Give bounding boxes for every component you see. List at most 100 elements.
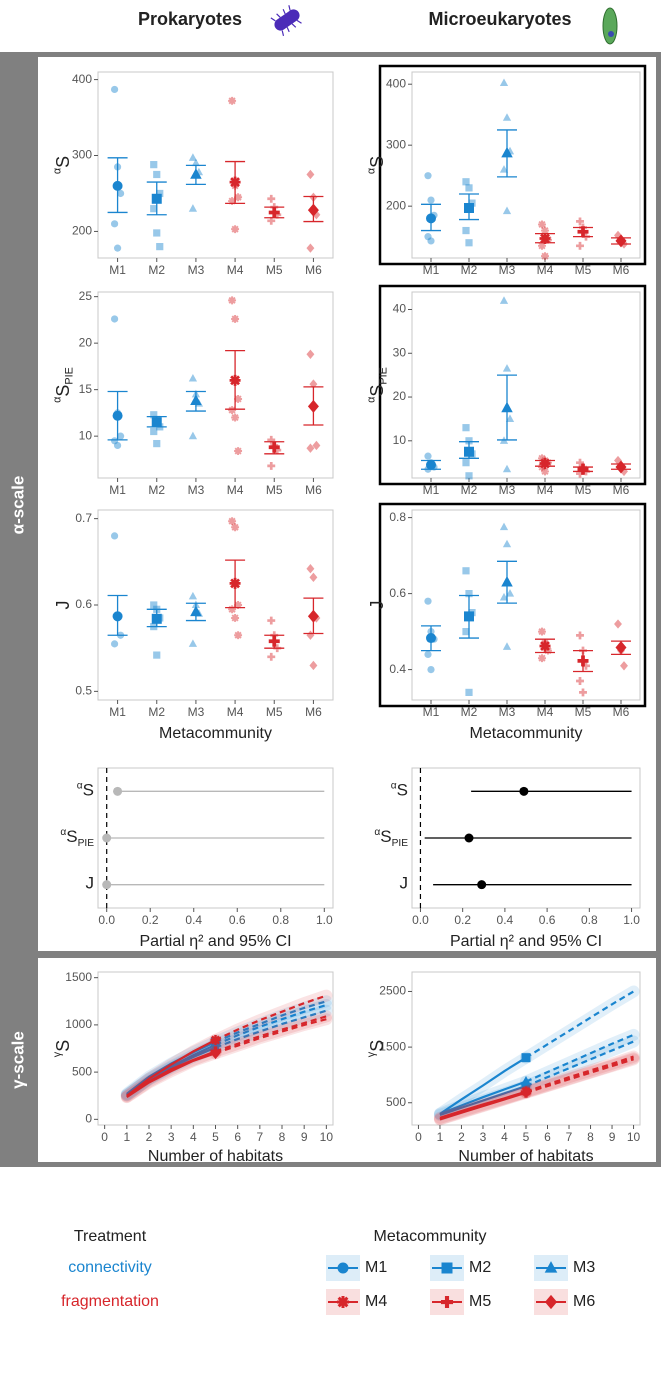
x-tick-label: M3	[499, 263, 516, 277]
legend-key-marker	[441, 1262, 453, 1274]
mean-marker	[426, 213, 436, 224]
x-tick-label: 5	[523, 1130, 530, 1144]
x-tick-label: 4	[190, 1130, 197, 1144]
data-point	[188, 153, 198, 161]
data-point	[465, 239, 473, 247]
data-point	[424, 650, 432, 659]
y-tick-label: 400	[72, 72, 92, 86]
x-tick-label: M1	[423, 705, 440, 719]
data-point	[228, 197, 237, 206]
data-point	[188, 431, 198, 440]
mean-marker	[151, 417, 162, 428]
data-point	[465, 472, 473, 480]
rarefaction-line	[439, 1056, 527, 1115]
y-tick-label: 0.5	[75, 684, 92, 698]
data-point	[156, 243, 164, 251]
data-point	[576, 217, 584, 226]
data-point	[231, 523, 240, 532]
data-point	[499, 165, 509, 173]
mean-marker	[615, 234, 627, 248]
label-sup: α	[391, 780, 397, 791]
data-point	[462, 178, 470, 186]
data-point	[228, 406, 237, 415]
legend-key-marker	[336, 1295, 350, 1309]
axis-label: αS	[391, 780, 408, 800]
x-tick-label: 1	[123, 1130, 130, 1144]
effect-point	[102, 880, 112, 890]
data-point	[228, 517, 237, 526]
mean-marker	[151, 193, 162, 204]
data-point	[502, 642, 512, 650]
x-tick-label: M6	[305, 483, 322, 497]
mean-marker	[151, 613, 162, 624]
data-point	[188, 591, 198, 600]
label-main: J	[86, 874, 95, 893]
x-tick-label: M3	[499, 483, 516, 497]
effect-point	[519, 786, 529, 796]
label-main: S	[53, 385, 73, 397]
data-point	[188, 373, 198, 382]
data-point	[424, 172, 432, 180]
data-point	[576, 631, 584, 640]
data-point	[188, 204, 198, 212]
data-point	[110, 532, 119, 540]
data-point	[576, 677, 584, 685]
data-point	[538, 627, 546, 636]
legend-key-marker	[544, 1261, 558, 1273]
mean-marker	[615, 460, 627, 474]
mean-marker	[426, 633, 436, 644]
label-main: S	[66, 827, 77, 846]
data-point	[427, 666, 435, 674]
x-tick-label: M2	[148, 483, 165, 497]
effect-point	[102, 833, 112, 843]
legend-key-marker	[544, 1294, 558, 1310]
x-tick-label: 4	[501, 1130, 508, 1144]
y-tick-label: 400	[386, 76, 406, 90]
data-point	[499, 592, 509, 601]
x-tick-label: 7	[256, 1130, 263, 1144]
data-point	[462, 459, 470, 467]
x-tick-label: 1.0	[623, 913, 640, 927]
data-point	[462, 226, 470, 235]
data-point	[541, 252, 549, 261]
data-point	[538, 220, 546, 229]
data-point	[153, 170, 161, 179]
section-label: γ-scale	[8, 1031, 27, 1089]
x-tick-label: M2	[461, 705, 478, 719]
y-tick-label: 0.6	[75, 597, 92, 611]
plot-border	[411, 509, 641, 701]
legend-label: M2	[469, 1259, 491, 1276]
axis-label: J	[86, 874, 95, 893]
mean-marker	[307, 609, 319, 623]
data-point	[502, 113, 512, 121]
data-point	[150, 205, 158, 213]
data-point	[502, 206, 512, 215]
data-point	[309, 572, 318, 583]
x-tick-label: M4	[537, 483, 554, 497]
data-point	[424, 233, 432, 241]
mean-marker	[229, 374, 241, 386]
x-axis-label: Number of habitats	[148, 1148, 283, 1165]
label-main: S	[367, 385, 387, 397]
data-point	[153, 229, 161, 237]
data-point	[113, 441, 122, 450]
x-axis-label: Partial η² and 95% CI	[450, 933, 602, 950]
data-point	[231, 315, 240, 323]
ribbon	[520, 1028, 640, 1088]
label-main: S	[53, 1040, 73, 1052]
mean-marker	[268, 441, 280, 453]
y-tick-label: 300	[386, 137, 406, 151]
x-tick-label: M2	[148, 705, 165, 719]
x-tick-label: 0.4	[497, 913, 514, 927]
legend-label: M6	[573, 1293, 595, 1310]
bacterium-icon	[270, 5, 302, 37]
x-tick-label: 5	[212, 1130, 219, 1144]
rarefaction-line	[126, 1052, 216, 1099]
plot-border	[97, 767, 334, 909]
data-point	[150, 601, 158, 609]
legend-label: M3	[573, 1259, 595, 1276]
mean-marker	[190, 394, 202, 406]
label-sub: PIE	[377, 367, 389, 384]
x-tick-label: M1	[109, 263, 126, 277]
x-tick-label: 0.6	[229, 913, 246, 927]
